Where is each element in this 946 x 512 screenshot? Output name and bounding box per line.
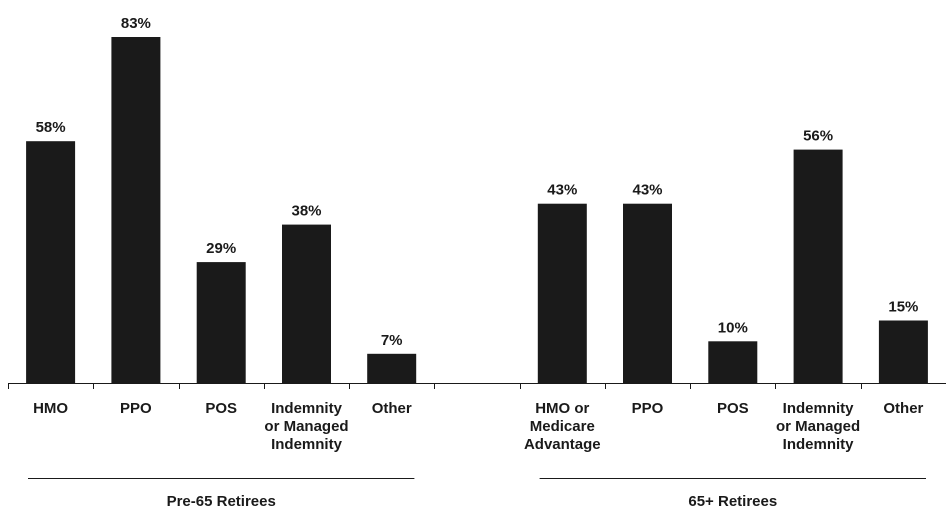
- bar: [537, 203, 587, 383]
- bar-value-label: 29%: [206, 240, 236, 257]
- bar: [111, 37, 161, 383]
- category-label: POS: [205, 400, 237, 417]
- category-label: Indemnity: [783, 436, 854, 453]
- bar: [26, 141, 76, 383]
- group-labels-layer: Pre-65 Retirees 65+ Retirees: [28, 478, 926, 510]
- bar-value-label: 43%: [632, 182, 662, 199]
- bar: [708, 341, 758, 383]
- group-label: Pre-65 Retirees: [167, 493, 276, 510]
- bar: [196, 262, 246, 383]
- bar-value-label: 38%: [291, 203, 321, 220]
- category-label: PPO: [120, 400, 152, 417]
- group-label: 65+ Retirees: [688, 493, 777, 510]
- bars-layer: [26, 37, 928, 383]
- category-label: or Managed: [264, 418, 348, 435]
- x-axis-ticks: [8, 383, 862, 389]
- bar: [282, 224, 331, 383]
- category-label: HMO or: [535, 400, 589, 417]
- category-label: Advantage: [524, 436, 601, 453]
- category-label: POS: [717, 400, 749, 417]
- bar: [878, 320, 928, 383]
- category-label: or Managed: [776, 418, 860, 435]
- category-label: Indemnity: [783, 400, 854, 417]
- category-label: Indemnity: [271, 400, 342, 417]
- category-label: PPO: [632, 400, 664, 417]
- category-label: Other: [883, 400, 923, 417]
- value-labels-layer: 58% 83% 29% 38% 7% 43% 43% 10% 56% 15%: [36, 15, 919, 349]
- bar-value-label: 56%: [803, 128, 833, 145]
- category-label: Medicare: [530, 418, 595, 435]
- bar-value-label: 10%: [718, 319, 748, 336]
- bar: [623, 203, 672, 383]
- category-label: Other: [372, 400, 412, 417]
- bar-value-label: 83%: [121, 15, 151, 32]
- bar-value-label: 7%: [381, 332, 403, 349]
- category-label: HMO: [33, 400, 68, 417]
- bar-value-label: 58%: [36, 119, 66, 136]
- bar: [793, 149, 843, 383]
- bar-value-label: 15%: [888, 299, 918, 316]
- bar: [367, 353, 417, 383]
- category-label: Indemnity: [271, 436, 342, 453]
- bar-value-label: 43%: [547, 182, 577, 199]
